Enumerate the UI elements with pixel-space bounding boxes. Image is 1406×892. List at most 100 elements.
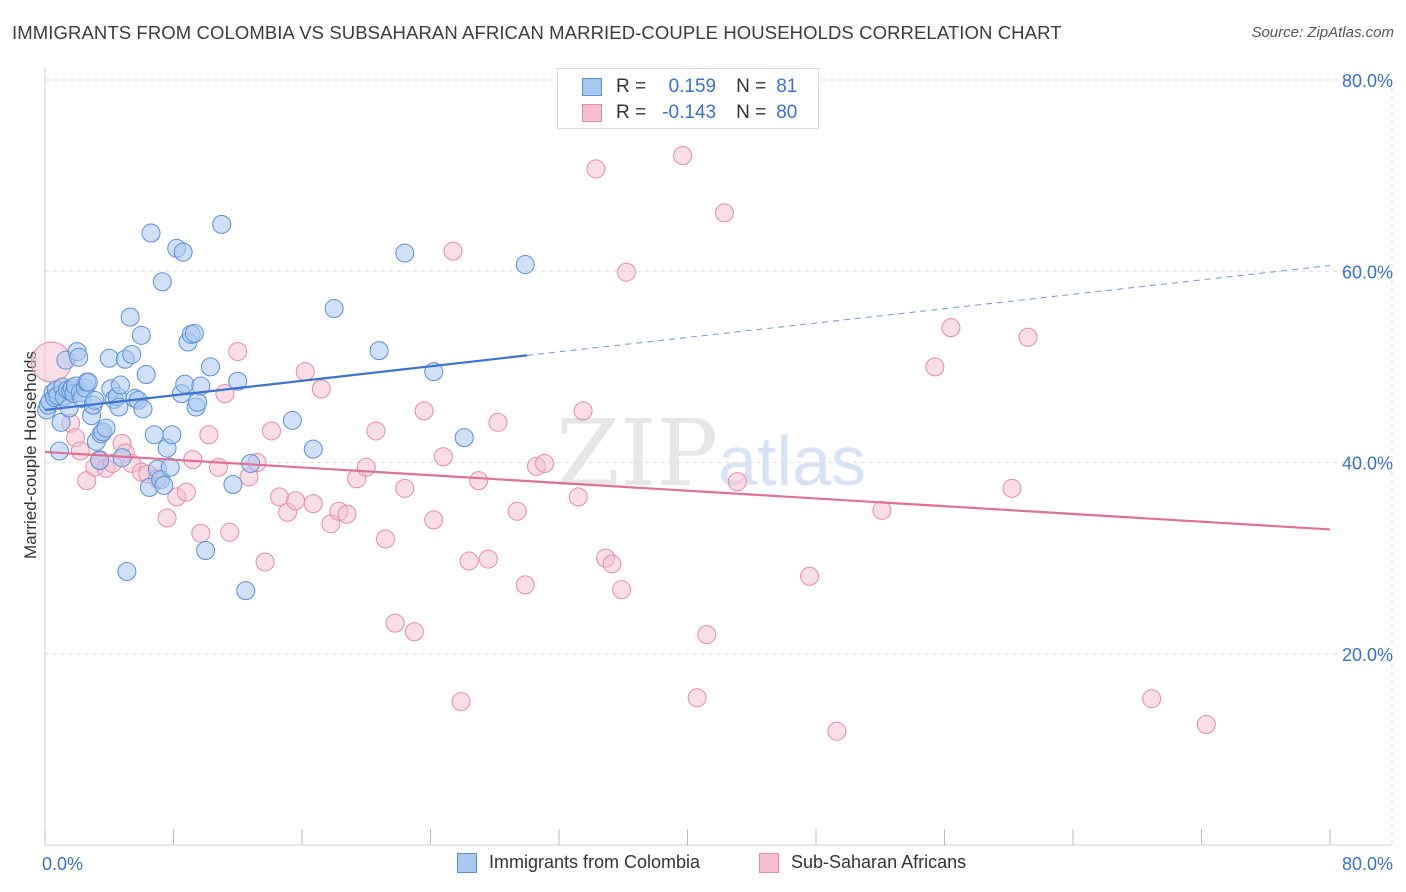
data-point-colombia [188, 392, 208, 412]
legend-r-value: 0.159 [668, 76, 717, 97]
trend-line-sub-saharan [44, 450, 1331, 531]
data-point-sub-saharan [286, 491, 306, 511]
data-point-sub-saharan [295, 362, 315, 382]
data-point-sub-saharan [827, 721, 847, 741]
data-point-colombia [228, 371, 248, 391]
source-label: Source: ZipAtlas.com [1251, 24, 1394, 41]
data-point-sub-saharan [469, 471, 489, 491]
data-point-colombia [122, 344, 142, 364]
trend-line-colombia-extension [526, 265, 1331, 356]
data-point-colombia [369, 341, 389, 361]
data-point-sub-saharan [714, 203, 734, 223]
data-point-colombia [191, 376, 211, 396]
data-point-colombia [117, 562, 137, 582]
legend-swatch-sub-saharan [582, 104, 602, 122]
data-point-sub-saharan [616, 262, 636, 282]
data-point-sub-saharan [573, 401, 593, 421]
series-colombia-points [37, 214, 535, 601]
data-point-colombia [515, 255, 535, 275]
data-point-colombia [395, 243, 415, 263]
data-point-colombia [136, 365, 156, 385]
data-point-sub-saharan [337, 504, 357, 524]
data-point-sub-saharan [443, 241, 463, 261]
legend-r-label: R = [616, 76, 647, 97]
data-point-colombia [96, 418, 116, 438]
data-point-colombia [152, 272, 172, 292]
data-point-sub-saharan [385, 613, 405, 633]
data-point-colombia [141, 223, 161, 243]
data-point-sub-saharan [1018, 327, 1038, 347]
data-point-sub-saharan [366, 421, 386, 441]
data-point-colombia [236, 581, 256, 601]
legend-label-colombia: Immigrants from Colombia [489, 852, 701, 872]
y-tick-label: 40.0% [1342, 454, 1393, 474]
data-point-colombia [303, 439, 323, 459]
data-point-sub-saharan [488, 412, 508, 432]
data-point-colombia [49, 441, 69, 461]
series-sub-saharan-points [30, 146, 1216, 741]
legend-n-value: 81 [776, 76, 798, 97]
data-point-colombia [69, 347, 89, 367]
data-point-colombia [78, 372, 98, 392]
data-point-sub-saharan [228, 342, 248, 362]
data-point-sub-saharan [478, 549, 498, 569]
data-point-sub-saharan [568, 487, 588, 507]
legend-swatch-sub-saharan [759, 852, 779, 873]
legend-n-label: N = [736, 76, 767, 97]
legend-n-label: N = [736, 102, 767, 123]
data-point-colombia [110, 375, 130, 395]
data-point-sub-saharan [697, 625, 717, 645]
y-tick-label: 80.0% [1342, 71, 1393, 91]
data-point-colombia [454, 428, 474, 448]
data-point-sub-saharan [261, 421, 281, 441]
x-tick-label-max: 80.0% [1342, 854, 1393, 874]
series-legend: Immigrants from Colombia Sub-Saharan Afr… [0, 852, 1406, 876]
data-point-sub-saharan [586, 159, 606, 179]
data-point-colombia [133, 399, 153, 419]
data-point-colombia [200, 357, 220, 377]
data-point-sub-saharan [356, 457, 376, 477]
data-point-colombia [282, 410, 302, 430]
data-point-colombia [160, 457, 180, 477]
axes [44, 68, 1392, 846]
legend-item-sub-saharan[interactable]: Sub-Saharan Africans [759, 852, 966, 873]
y-tick-label: 60.0% [1342, 262, 1393, 282]
legend-item-colombia[interactable]: Immigrants from Colombia [457, 852, 700, 873]
data-point-sub-saharan [376, 529, 396, 549]
data-point-sub-saharan [612, 580, 632, 600]
legend-r-label: R = [616, 102, 647, 123]
data-point-colombia [162, 425, 182, 445]
data-point-colombia [85, 390, 105, 410]
data-point-sub-saharan [941, 318, 961, 338]
data-point-colombia [131, 325, 151, 345]
data-point-colombia [144, 425, 164, 445]
data-point-colombia [223, 474, 243, 494]
data-point-sub-saharan [727, 472, 747, 492]
data-point-sub-saharan [191, 523, 211, 543]
data-point-colombia [154, 475, 174, 495]
x-tick-label-min: 0.0% [42, 854, 83, 874]
data-point-sub-saharan [535, 453, 555, 473]
data-point-sub-saharan [199, 425, 219, 445]
data-point-sub-saharan [395, 478, 415, 498]
chart-title: IMMIGRANTS FROM COLOMBIA VS SUBSAHARAN A… [12, 22, 1062, 43]
data-point-sub-saharan [424, 510, 444, 530]
data-point-sub-saharan [414, 401, 434, 421]
data-point-colombia [173, 242, 193, 262]
data-point-sub-saharan [515, 575, 535, 595]
data-point-colombia [99, 348, 119, 368]
legend-n-value: 80 [776, 102, 798, 123]
data-point-sub-saharan [925, 357, 945, 377]
data-point-sub-saharan [176, 482, 196, 502]
data-point-sub-saharan [602, 554, 622, 574]
data-point-sub-saharan [255, 552, 275, 572]
data-point-sub-saharan [687, 688, 707, 708]
legend-label-sub-saharan: Sub-Saharan Africans [791, 852, 967, 872]
data-point-sub-saharan [673, 146, 693, 166]
legend-swatch-colombia [582, 78, 602, 96]
data-point-sub-saharan [872, 500, 892, 520]
data-point-sub-saharan [70, 441, 90, 461]
trend-lines [44, 265, 1331, 531]
correlation-legend: R = 0.159 N = 81 R = -0.143 N = 80 [557, 68, 819, 129]
